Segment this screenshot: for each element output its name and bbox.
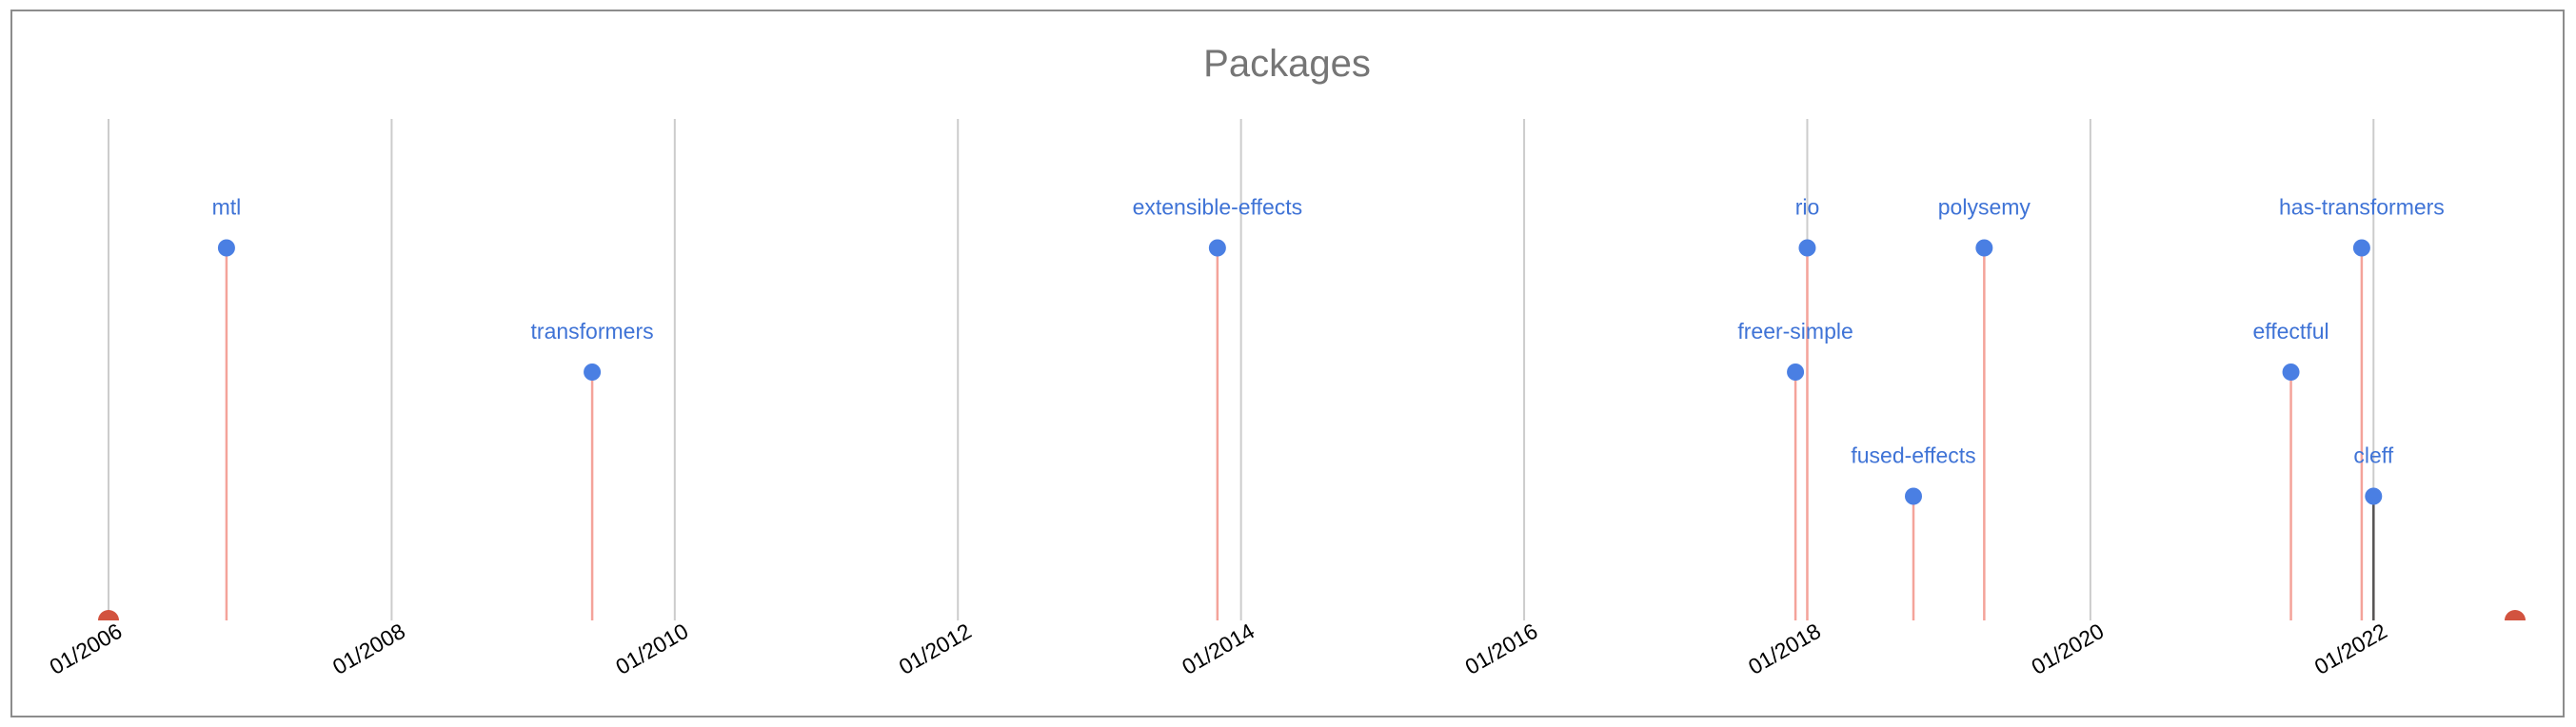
point-label-cleff: cleff	[2353, 443, 2393, 468]
point-label-rio: rio	[1795, 195, 1820, 220]
point-mtl[interactable]	[217, 239, 235, 257]
point-labels: mtl transformers extensible-effects freer-s…	[212, 195, 2445, 468]
point-rio[interactable]	[1798, 239, 1816, 257]
point-polysemy[interactable]	[1975, 239, 1993, 257]
point-cleff[interactable]	[2365, 487, 2383, 505]
range-marker-end	[2505, 610, 2526, 620]
chart-frame	[10, 10, 2565, 717]
grid-lines	[108, 119, 2375, 620]
range-marker-start	[98, 610, 119, 620]
data-points	[217, 239, 2383, 505]
point-label-mtl: mtl	[212, 195, 242, 220]
point-fused-effects[interactable]	[1905, 487, 1922, 505]
point-label-transformers: transformers	[531, 319, 654, 344]
point-label-polysemy: polysemy	[1938, 195, 2031, 220]
chart-title: Packages	[1203, 43, 1371, 85]
stems	[225, 247, 2375, 620]
point-has-transformers[interactable]	[2352, 239, 2370, 257]
point-label-has-transformers: has-transformers	[2279, 195, 2445, 220]
point-freer-simple[interactable]	[1787, 364, 1805, 381]
point-extensible-effects[interactable]	[1208, 239, 1226, 257]
point-transformers[interactable]	[584, 364, 602, 381]
range-markers	[98, 610, 2526, 620]
point-label-effectful: effectful	[2252, 319, 2328, 344]
point-label-fused-effects: fused-effects	[1851, 443, 1975, 468]
point-label-freer-simple: freer-simple	[1737, 319, 1853, 344]
point-label-extensible-effects: extensible-effects	[1133, 195, 1303, 220]
point-effectful[interactable]	[2282, 364, 2300, 381]
